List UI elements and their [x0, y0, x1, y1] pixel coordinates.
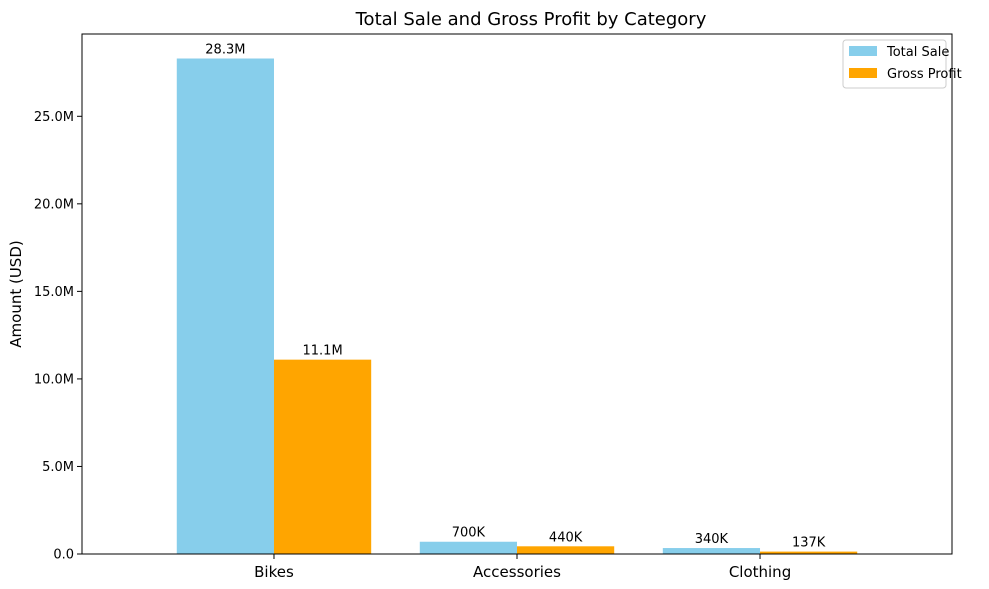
legend-label: Total Sale	[886, 45, 949, 60]
legend-swatch	[849, 68, 877, 78]
y-tick-label: 0.0	[53, 548, 74, 563]
y-tick-label: 25.0M	[34, 110, 74, 125]
bar-clothing-total-sale	[662, 548, 761, 554]
y-tick-label: 20.0M	[34, 197, 74, 212]
data-label: 700K	[452, 526, 486, 541]
bar-labels-group: 28.3M 700K 340K 11.1M 440K 137K	[205, 43, 825, 551]
chart-title: Total Sale and Gross Profit by Category	[355, 9, 707, 30]
y-tick-label: 5.0M	[42, 460, 74, 475]
bar-bikes-gross-profit	[273, 359, 372, 554]
plot-frame	[81, 33, 953, 555]
data-label: 11.1M	[303, 344, 343, 359]
legend-swatch	[849, 46, 877, 56]
bar-clothing-gross-profit	[760, 551, 858, 554]
bar-bikes-total-sale	[176, 58, 274, 555]
bars-group	[176, 58, 858, 555]
data-label: 137K	[792, 536, 826, 551]
y-tick-label: 15.0M	[34, 285, 74, 300]
x-tick-label: Clothing	[729, 563, 791, 581]
y-axis: 0.0 5.0M 10.0M 15.0M 20.0M 25.0M	[34, 110, 82, 563]
x-tick-label: Bikes	[254, 563, 294, 581]
y-tick-label: 10.0M	[34, 372, 74, 387]
x-axis: Bikes Accessories Clothing	[254, 554, 791, 581]
bar-accessories-gross-profit	[517, 546, 615, 554]
data-label: 28.3M	[205, 43, 245, 58]
bar-accessories-total-sale	[419, 541, 517, 554]
y-axis-title: Amount (USD)	[7, 240, 25, 347]
x-tick-label: Accessories	[473, 563, 561, 581]
legend: Total Sale Gross Profit	[842, 39, 962, 89]
legend-label: Gross Profit	[887, 67, 962, 82]
data-label: 340K	[695, 532, 729, 547]
data-label: 440K	[549, 530, 583, 545]
